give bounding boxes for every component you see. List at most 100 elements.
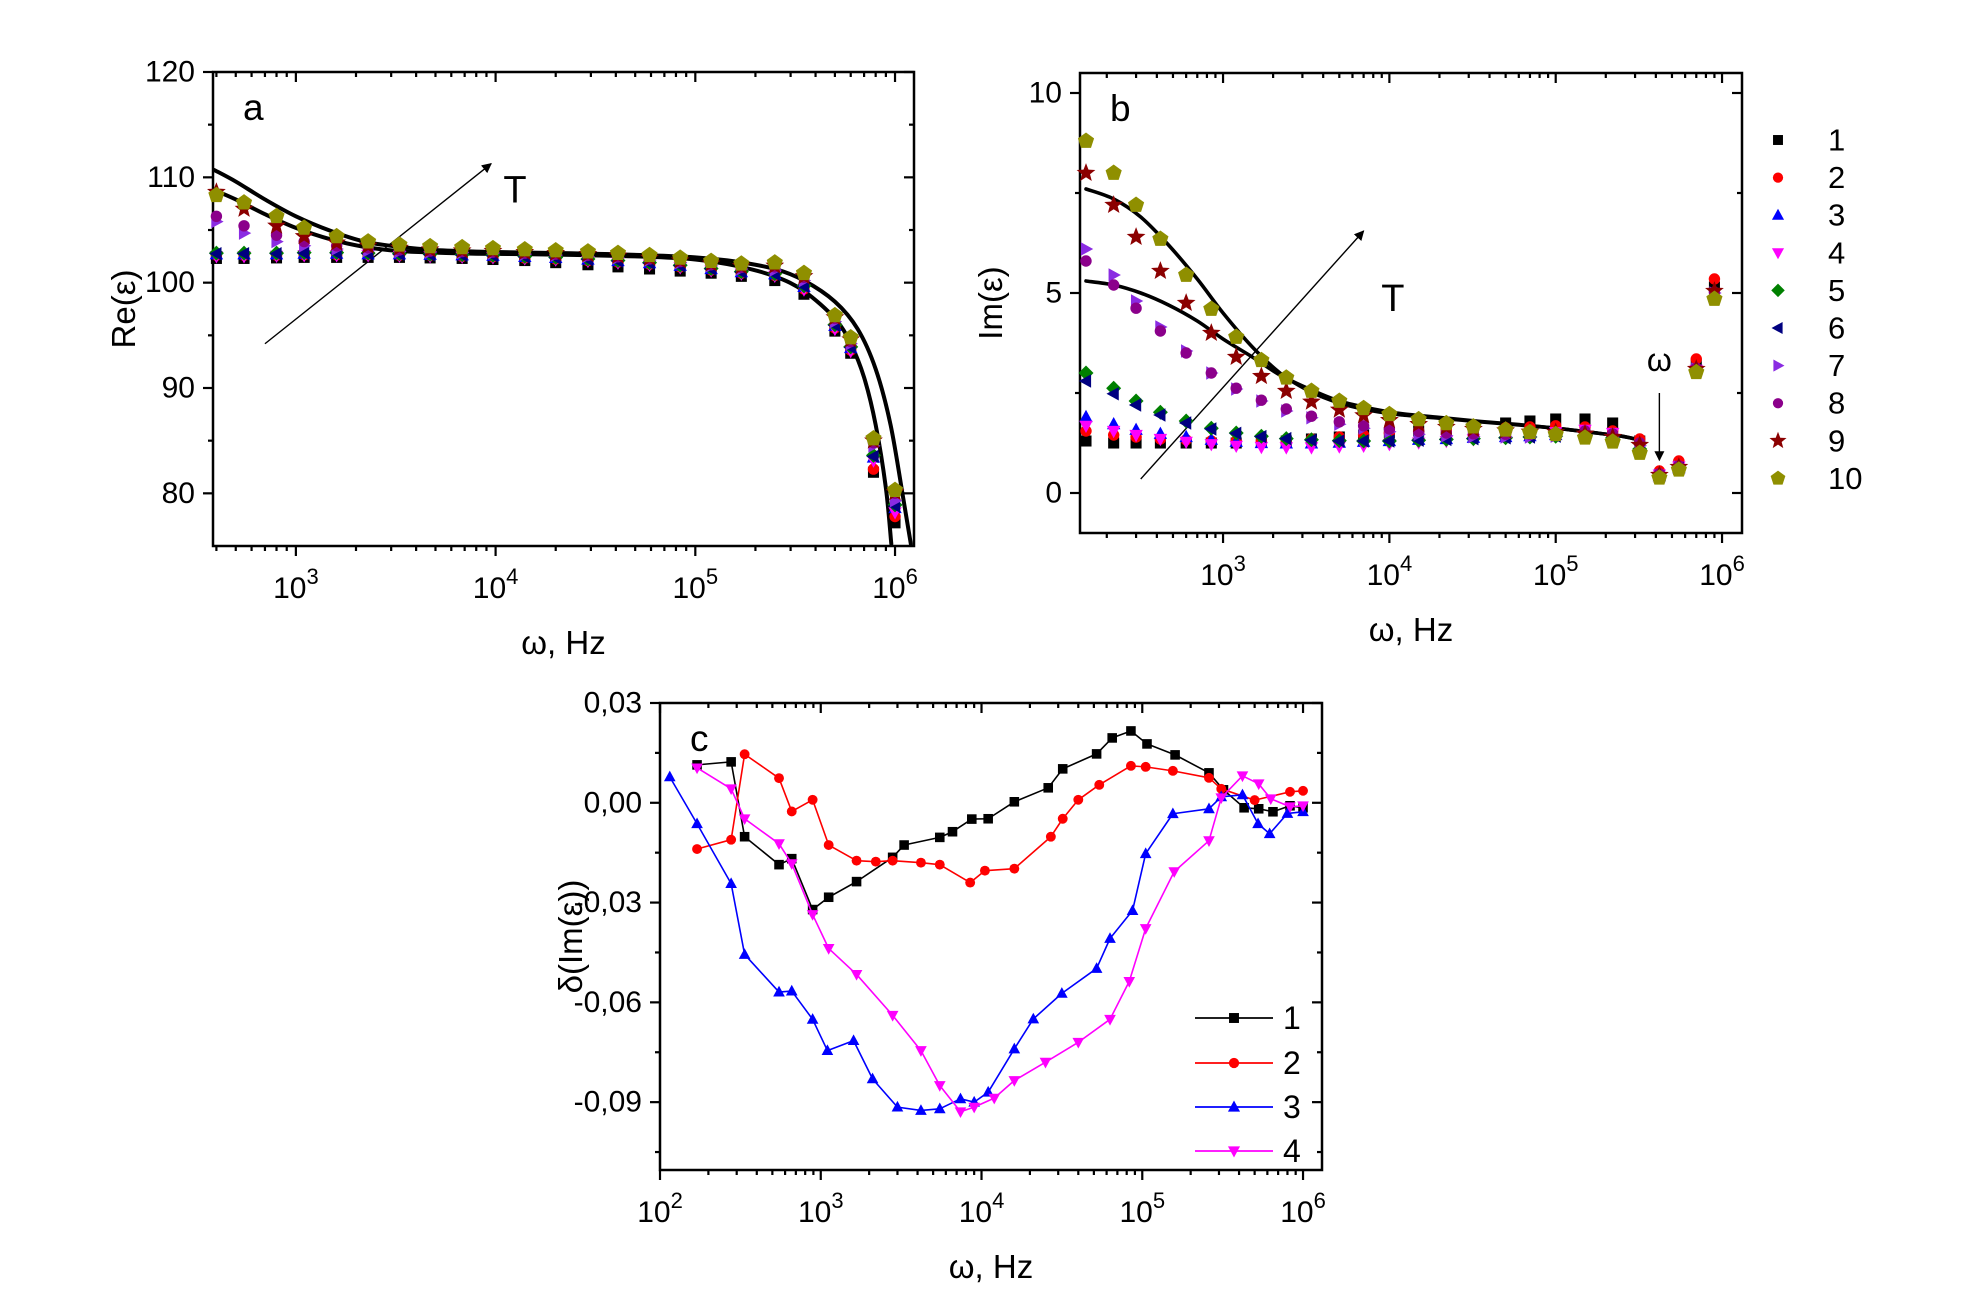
x-tick-label: 105 bbox=[1533, 551, 1579, 592]
marker-circle bbox=[1298, 785, 1308, 796]
marker-square bbox=[807, 904, 818, 915]
legend-label: 6 bbox=[1828, 311, 1845, 346]
marker-pentagon bbox=[1410, 410, 1427, 427]
marker-circle bbox=[916, 857, 926, 868]
marker-triangle-left bbox=[1078, 374, 1092, 388]
marker-circle bbox=[1285, 786, 1295, 797]
marker-pentagon bbox=[547, 242, 564, 258]
marker-square bbox=[1579, 413, 1591, 425]
marker-triangle-up bbox=[954, 1092, 967, 1104]
marker-circle bbox=[870, 856, 881, 867]
marker-square bbox=[967, 814, 977, 824]
marker-triangle-down bbox=[725, 784, 737, 796]
marker-triangle-up bbox=[1203, 802, 1215, 814]
x-tick-label: 104 bbox=[473, 564, 519, 605]
marker-triangle-down bbox=[1072, 1037, 1085, 1049]
x-tick-label: 104 bbox=[1367, 551, 1413, 592]
marker-triangle-down bbox=[773, 839, 785, 850]
marker-circle bbox=[807, 794, 818, 805]
marker-circle bbox=[1230, 382, 1242, 394]
marker-triangle-down bbox=[822, 944, 835, 955]
marker-triangle-down bbox=[1008, 1076, 1021, 1087]
marker-triangle-down bbox=[1139, 924, 1152, 935]
marker-square bbox=[899, 840, 909, 850]
y-tick-label: 0,00 bbox=[584, 786, 642, 819]
marker-circle bbox=[726, 834, 737, 845]
marker-circle bbox=[1045, 831, 1056, 842]
marker-circle bbox=[1167, 765, 1178, 776]
marker-pentagon bbox=[579, 243, 597, 259]
marker-triangle-left bbox=[1332, 434, 1345, 448]
marker-triangle-down bbox=[850, 969, 863, 981]
marker-circle bbox=[823, 840, 834, 850]
marker-square bbox=[823, 892, 834, 903]
marker-pentagon bbox=[1077, 132, 1095, 148]
marker-square bbox=[1107, 733, 1117, 743]
marker-circle bbox=[270, 229, 283, 241]
marker-pentagon bbox=[1203, 300, 1220, 316]
marker-triangle-up bbox=[1771, 208, 1785, 220]
marker-star bbox=[1226, 347, 1246, 365]
marker-square bbox=[1057, 764, 1068, 774]
marker-pentagon bbox=[1631, 444, 1648, 460]
series-2 bbox=[210, 249, 901, 523]
marker-circle bbox=[867, 463, 880, 475]
y-tick-label: 120 bbox=[145, 56, 195, 89]
marker-triangle-down bbox=[1252, 779, 1265, 791]
marker-circle bbox=[1057, 813, 1068, 824]
y-tick-label: 5 bbox=[1045, 277, 1062, 310]
marker-star bbox=[1104, 195, 1124, 213]
annotation-text: T bbox=[503, 170, 526, 212]
marker-pentagon bbox=[422, 237, 439, 254]
marker-pentagon bbox=[1670, 461, 1687, 477]
x-tick-label: 103 bbox=[273, 564, 319, 605]
x-axis-label: ω, Hz bbox=[949, 1248, 1033, 1285]
marker-triangle-up bbox=[1090, 962, 1103, 973]
marker-circle bbox=[1080, 255, 1092, 267]
legend-label: 1 bbox=[1283, 1000, 1301, 1036]
annotation-arrow bbox=[1140, 230, 1365, 480]
marker-pentagon bbox=[826, 306, 843, 323]
legend-label: 8 bbox=[1828, 386, 1845, 421]
y-axis-label: Im(ε) bbox=[972, 266, 1009, 339]
marker-square bbox=[1607, 417, 1619, 429]
series-9 bbox=[207, 182, 905, 501]
marker-square bbox=[889, 517, 901, 529]
x-tick-label: 104 bbox=[959, 1188, 1005, 1229]
marker-triangle-down bbox=[1284, 802, 1296, 814]
x-axis-label: ω, Hz bbox=[1369, 611, 1453, 648]
marker-circle bbox=[965, 877, 976, 888]
marker-pentagon bbox=[1497, 421, 1514, 437]
marker-triangle-down bbox=[968, 1102, 980, 1114]
series-1 bbox=[210, 251, 901, 529]
marker-square bbox=[1524, 415, 1536, 427]
marker-pentagon bbox=[1331, 392, 1348, 408]
marker-star bbox=[1126, 227, 1146, 245]
panel-letter: b bbox=[1110, 88, 1131, 129]
marker-pentagon bbox=[1688, 363, 1705, 380]
marker-pentagon bbox=[1178, 266, 1195, 282]
x-axis-label: ω, Hz bbox=[521, 624, 605, 661]
marker-pentagon bbox=[1355, 399, 1372, 416]
marker-pentagon bbox=[1127, 196, 1145, 212]
marker-square bbox=[934, 832, 945, 843]
marker-triangle-down bbox=[954, 1107, 967, 1119]
axes-frame bbox=[1078, 71, 1744, 535]
marker-triangle-up bbox=[1139, 847, 1152, 859]
legend-label: 9 bbox=[1828, 423, 1845, 458]
marker-triangle-up bbox=[773, 985, 785, 997]
marker-triangle-down bbox=[1297, 801, 1309, 813]
marker-triangle-up bbox=[1008, 1042, 1021, 1054]
marker-circle bbox=[1125, 760, 1136, 771]
legend-label: 4 bbox=[1828, 235, 1845, 270]
marker-circle bbox=[1333, 416, 1346, 428]
marker-circle bbox=[1690, 353, 1702, 365]
marker-circle bbox=[1154, 325, 1167, 337]
marker-pentagon bbox=[672, 249, 689, 265]
series-4 bbox=[209, 250, 902, 520]
legend-label: 4 bbox=[1283, 1133, 1301, 1169]
marker-square bbox=[1080, 435, 1092, 447]
marker-triangle-up bbox=[1263, 827, 1276, 839]
marker-triangle-up bbox=[1167, 807, 1179, 819]
